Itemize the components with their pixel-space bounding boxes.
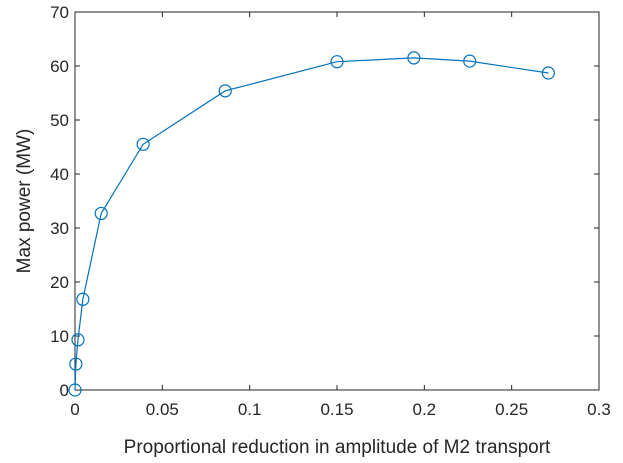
data-point [407, 51, 421, 65]
y-axis-label: Max power (MW) [14, 129, 35, 274]
x-tick-label: 0.05 [146, 400, 179, 419]
plot-frame [74, 11, 600, 391]
data-point [69, 357, 83, 371]
y-tick-label: 50 [50, 111, 69, 130]
series-layer [68, 51, 555, 397]
series-line [74, 57, 549, 391]
x-tick-label: 0 [70, 400, 79, 419]
data-point [541, 66, 555, 80]
data-point [136, 137, 150, 151]
data-point [330, 55, 344, 69]
y-tick-label: 10 [50, 327, 69, 346]
x-axis: 0 0.05 0.1 0.15 0.2 0.25 0.3 [70, 12, 611, 419]
plot-area [74, 11, 600, 391]
y-tick-label: 20 [50, 273, 69, 292]
data-point [94, 206, 108, 221]
y-tick-label: 30 [50, 219, 69, 238]
data-point [68, 383, 82, 397]
y-tick-label: 70 [50, 3, 69, 22]
data-point [76, 292, 90, 306]
data-point [463, 54, 477, 68]
x-tick-label: 0.3 [587, 400, 611, 419]
x-tick-label: 0.25 [495, 400, 528, 419]
y-tick-label: 40 [50, 165, 69, 184]
x-tick-label: 0.2 [413, 400, 437, 419]
x-tick-label: 0.15 [320, 400, 353, 419]
y-tick-label: 60 [50, 57, 69, 76]
x-tick-label: 0.1 [238, 400, 262, 419]
y-tick-label: 0 [60, 381, 69, 400]
data-point [218, 84, 232, 98]
y-axis: 0 10 20 30 40 50 60 70 [50, 3, 599, 400]
x-axis-label: Proportional reduction in amplitude of M… [124, 437, 551, 458]
data-point [71, 333, 85, 347]
